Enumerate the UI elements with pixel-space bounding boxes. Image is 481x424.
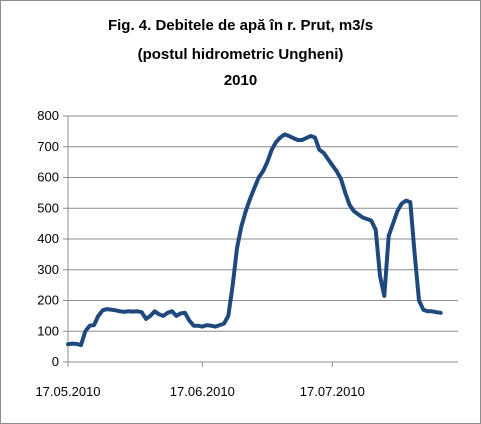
y-tick-label: 100 (37, 323, 59, 338)
y-tick-label: 300 (37, 262, 59, 277)
y-tick-label: 600 (37, 170, 59, 185)
y-tick-label: 700 (37, 139, 59, 154)
x-tick-label: 17.06.2010 (170, 384, 235, 399)
y-tick-label: 400 (37, 231, 59, 246)
y-tick-label: 500 (37, 200, 59, 215)
x-tick-label: 17.07.2010 (300, 384, 365, 399)
x-tick-label: 17.05.2010 (35, 384, 100, 399)
y-tick-label: 200 (37, 293, 59, 308)
y-tick-label: 0 (52, 354, 59, 369)
chart-title-line-2: (postul hidrometric Ungheni) (137, 46, 344, 63)
chart-title-line-1: Fig. 4. Debitele de apă în r. Prut, m3/s (107, 17, 374, 34)
chart-title-line-3: 2010 (223, 72, 258, 89)
series-line (66, 132, 443, 348)
y-tick-label: 800 (37, 108, 59, 123)
